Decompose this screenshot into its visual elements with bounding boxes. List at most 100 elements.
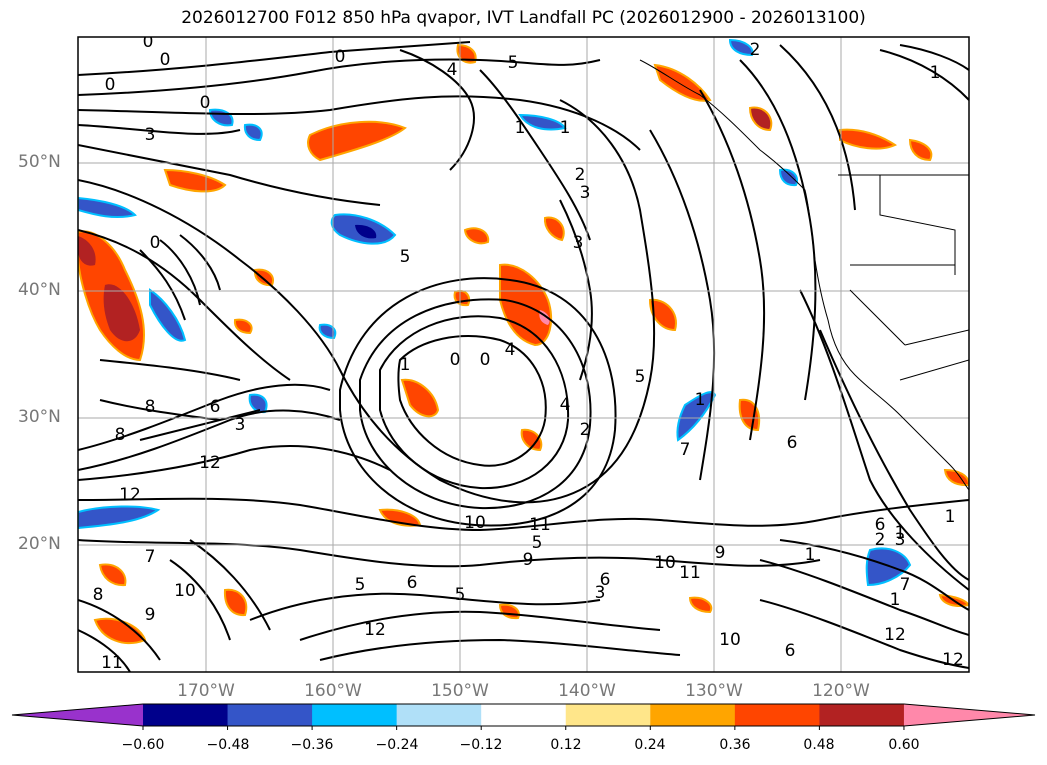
map-frame xyxy=(77,36,970,673)
colorbar-segment xyxy=(396,704,482,726)
lat-label-20n: 20°N xyxy=(18,534,61,554)
contour-label: 12 xyxy=(199,453,221,473)
contour-label: 1 xyxy=(895,523,906,543)
contour-label: 3 xyxy=(595,583,606,603)
contour-label: 5 xyxy=(400,247,411,267)
contour-label: 1 xyxy=(945,507,956,527)
contour-label: 1 xyxy=(890,590,901,610)
contour-label: 2 xyxy=(875,530,886,550)
colorbar xyxy=(11,703,1036,730)
contour-label: 3 xyxy=(580,183,591,203)
contour-label: 5 xyxy=(635,367,646,387)
contour-label: 3 xyxy=(145,125,156,145)
contour-label: 12 xyxy=(364,620,386,640)
colorbar-segment xyxy=(481,704,567,726)
contour-label: 10 xyxy=(719,630,741,650)
colorbar-tick-label: −0.12 xyxy=(459,737,503,753)
colorbar-extend-right xyxy=(903,704,1035,726)
lon-label-120w: 120°W xyxy=(812,681,870,701)
contour-label: 7 xyxy=(900,575,911,595)
contour-label: 6 xyxy=(407,573,418,593)
contour-label: 11 xyxy=(529,515,551,535)
contour-label: 9 xyxy=(523,550,534,570)
contour-label: 4 xyxy=(447,60,458,80)
contour-label: 2 xyxy=(575,165,586,185)
lat-label-50n: 50°N xyxy=(18,152,61,172)
contour-label: 10 xyxy=(654,553,676,573)
lon-label-160w: 160°W xyxy=(304,681,362,701)
coastline xyxy=(639,59,969,491)
contour-label: 5 xyxy=(508,53,519,73)
contour-label: 8 xyxy=(145,397,156,417)
contour-label: 2 xyxy=(750,40,761,60)
contour-label: 12 xyxy=(942,650,964,670)
colorbar-tick-label: 0.48 xyxy=(803,737,835,753)
contour-label: 9 xyxy=(715,543,726,563)
contour-label: 6 xyxy=(875,515,886,535)
colorbar-segment xyxy=(565,704,651,726)
lat-label-30n: 30°N xyxy=(18,407,61,427)
contour-label: 4 xyxy=(560,395,571,415)
contour-label: 10 xyxy=(174,581,196,601)
colorbar-tick-label: 0.12 xyxy=(550,737,582,753)
contour-label: 1 xyxy=(805,545,816,565)
contour-label: 3 xyxy=(235,415,246,435)
contour-label: 0 xyxy=(160,50,171,70)
colorbar-tick-label: −0.60 xyxy=(121,737,165,753)
colorbar-segment xyxy=(143,704,229,726)
contour-label: 9 xyxy=(145,605,156,625)
contour-label: 1 xyxy=(560,118,571,138)
contour-label: 0 xyxy=(480,350,491,370)
lon-label-170w: 170°W xyxy=(177,681,235,701)
contour-label: 3 xyxy=(573,233,584,253)
contour-label: 0 xyxy=(450,350,461,370)
contour-label: 3 xyxy=(895,530,906,550)
map-title: 2026012700 F012 850 hPa qvapor, IVT Land… xyxy=(181,8,866,28)
contour-label: 0 xyxy=(335,47,346,67)
contour-label: 6 xyxy=(600,570,611,590)
contour-label: 1 xyxy=(695,390,706,410)
contour-label: 7 xyxy=(680,440,691,460)
contour-label: 6 xyxy=(785,641,796,661)
colorbar-segment xyxy=(650,704,736,726)
contour-label: 12 xyxy=(119,485,141,505)
lon-label-140w: 140°W xyxy=(558,681,616,701)
lat-label-40n: 40°N xyxy=(18,280,61,300)
contour-label: 7 xyxy=(145,547,156,567)
contour-label: 11 xyxy=(101,653,123,673)
contour-label: 4 xyxy=(505,340,516,360)
contour-label: 6 xyxy=(787,433,798,453)
colorbar-tick-label: 0.60 xyxy=(888,737,920,753)
colorbar-tick-label: −0.48 xyxy=(206,737,250,753)
lon-label-130w: 130°W xyxy=(685,681,743,701)
contour-label: 1 xyxy=(930,63,941,83)
colorbar-extend-left xyxy=(12,704,143,726)
colorbar-tick-label: −0.24 xyxy=(375,737,419,753)
contour-label: 0 xyxy=(105,75,116,95)
colorbar-tick-label: −0.36 xyxy=(290,737,334,753)
colorbar-tick-label: 0.36 xyxy=(719,737,751,753)
contour-label: 5 xyxy=(532,533,543,553)
colorbar-segment xyxy=(819,704,905,726)
lon-label-150w: 150°W xyxy=(431,681,489,701)
colorbar-segment xyxy=(734,704,820,726)
colorbar-segment xyxy=(227,704,313,726)
contour-label: 5 xyxy=(355,575,366,595)
contour-label: 2 xyxy=(580,420,591,440)
contour-label: 10 xyxy=(464,513,486,533)
colorbar-tick-label: 0.24 xyxy=(634,737,666,753)
contour-label: 8 xyxy=(115,425,126,445)
contour-label: 11 xyxy=(679,563,701,583)
contour-lines xyxy=(78,41,969,672)
contour-label: 0 xyxy=(150,233,161,253)
contour-label: 1 xyxy=(515,118,526,138)
contour-label: 12 xyxy=(884,625,906,645)
contour-label: 0 xyxy=(143,32,154,52)
colorbar-segment xyxy=(312,704,398,726)
positive-anomaly-fills xyxy=(78,43,969,645)
contour-label: 5 xyxy=(455,585,466,605)
contour-label: 6 xyxy=(210,397,221,417)
